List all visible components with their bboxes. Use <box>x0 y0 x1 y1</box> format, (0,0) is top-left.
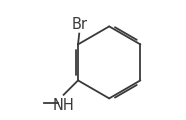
Text: Br: Br <box>71 17 87 32</box>
Text: NH: NH <box>53 98 75 113</box>
